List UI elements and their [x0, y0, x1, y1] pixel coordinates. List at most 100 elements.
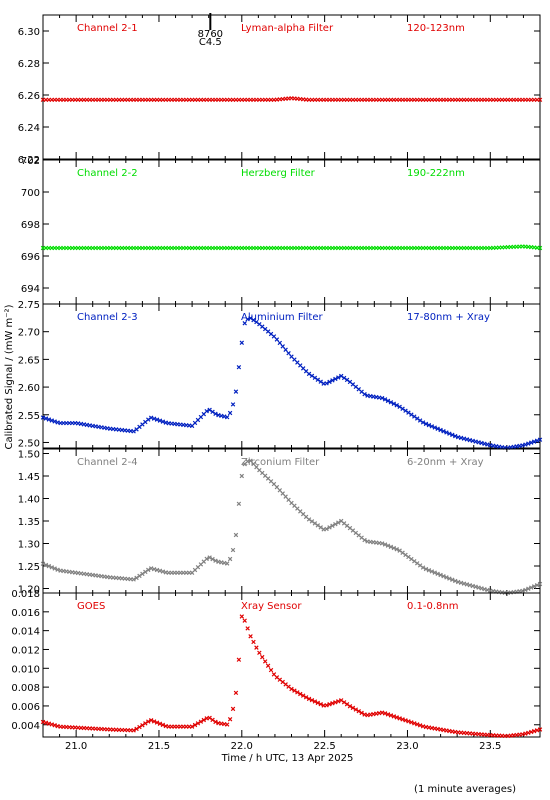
data-point — [382, 397, 388, 402]
x-tick-label: 23.0 — [396, 741, 418, 752]
y-tick-label: 700 — [21, 188, 40, 199]
data-point — [412, 721, 417, 726]
data-point — [537, 581, 543, 587]
data-point — [309, 519, 315, 524]
data-point — [333, 376, 338, 382]
data-point — [417, 723, 423, 728]
data-point — [347, 703, 353, 709]
data-point — [248, 315, 253, 321]
data-point — [341, 700, 347, 705]
data-point — [207, 407, 212, 413]
data-point — [330, 523, 335, 528]
data-point — [309, 697, 315, 703]
data-point — [148, 718, 154, 723]
y-tick-label: 0.010 — [11, 664, 40, 675]
filter-label: Lyman-alpha Filter — [241, 23, 334, 34]
channel-label: Channel 2-2 — [77, 168, 138, 179]
data-point — [391, 714, 397, 719]
data-point — [227, 717, 233, 722]
data-point — [344, 702, 350, 707]
data-point — [523, 442, 528, 447]
x-axis-title: Time / h UTC, 13 Apr 2025 — [221, 753, 354, 764]
channel-label: Channel 2-1 — [77, 23, 138, 34]
data-point — [526, 441, 531, 446]
data-point — [245, 626, 250, 631]
data-point — [333, 521, 338, 527]
data-point — [338, 373, 344, 379]
data-point — [233, 389, 239, 394]
data-point — [309, 373, 315, 379]
data-point — [160, 722, 166, 728]
data-point — [257, 650, 262, 656]
data-point — [482, 441, 487, 446]
data-point — [333, 700, 338, 705]
data-point — [531, 728, 537, 734]
data-point — [277, 340, 283, 346]
y-tick-label: 0.014 — [11, 627, 40, 638]
data-point — [520, 443, 525, 448]
data-point — [467, 437, 473, 443]
data-point — [529, 585, 534, 590]
y-tick-label: 2.75 — [18, 300, 40, 311]
x-tick-label: 22.0 — [231, 741, 253, 752]
data-point — [46, 563, 52, 569]
data-point — [146, 417, 151, 422]
x-tick-label: 22.5 — [314, 741, 336, 752]
data-point — [452, 578, 458, 584]
flare-marker-id: 8760 — [198, 29, 223, 40]
data-point — [227, 410, 233, 416]
data-point — [201, 717, 207, 723]
data-point — [382, 711, 388, 716]
data-point — [274, 337, 280, 342]
panel-frame — [42, 303, 541, 449]
y-tick-label: 1.20 — [18, 585, 40, 596]
x-tick-label: 21.5 — [148, 741, 170, 752]
channel-label: Channel 2-4 — [77, 457, 138, 468]
data-point — [403, 408, 408, 413]
data-point — [464, 582, 470, 587]
data-point — [210, 556, 215, 562]
data-point — [143, 569, 148, 575]
data-point — [400, 406, 405, 411]
data-point — [414, 722, 420, 727]
data-point — [280, 344, 285, 349]
data-point — [134, 575, 139, 581]
channel-label: GOES — [77, 601, 105, 612]
data-point — [423, 566, 429, 572]
data-point — [450, 577, 455, 582]
data-point — [300, 693, 306, 698]
data-point — [438, 572, 443, 578]
y-tick-label: 0.004 — [11, 721, 40, 732]
data-point — [327, 525, 332, 530]
data-point — [485, 442, 490, 447]
data-point — [286, 497, 291, 503]
data-point — [271, 334, 277, 339]
filter-label: Zirconium Filter — [241, 457, 320, 468]
data-point — [470, 438, 475, 444]
y-tick-label: 698 — [21, 220, 40, 231]
data-point — [265, 663, 271, 668]
y-tick-label: 0.016 — [11, 608, 40, 619]
data-point — [233, 690, 239, 696]
data-point — [385, 712, 391, 717]
data-point — [318, 701, 323, 707]
flare-marker-class: C4.5 — [199, 37, 222, 48]
y-tick-label: 2.65 — [18, 355, 40, 366]
data-point — [336, 375, 341, 380]
data-point — [131, 728, 136, 733]
data-point — [414, 416, 420, 421]
data-point — [336, 699, 341, 704]
data-point — [236, 657, 242, 662]
data-point — [151, 566, 157, 572]
data-point — [251, 461, 256, 467]
data-point — [143, 721, 148, 726]
y-tick-label: 2.55 — [18, 411, 40, 422]
data-point — [409, 720, 414, 725]
footnote: (1 minute averages) — [414, 784, 516, 795]
data-point — [312, 699, 318, 704]
data-point — [213, 411, 218, 417]
data-point — [248, 458, 253, 464]
data-point — [216, 412, 221, 418]
data-point — [406, 719, 411, 724]
